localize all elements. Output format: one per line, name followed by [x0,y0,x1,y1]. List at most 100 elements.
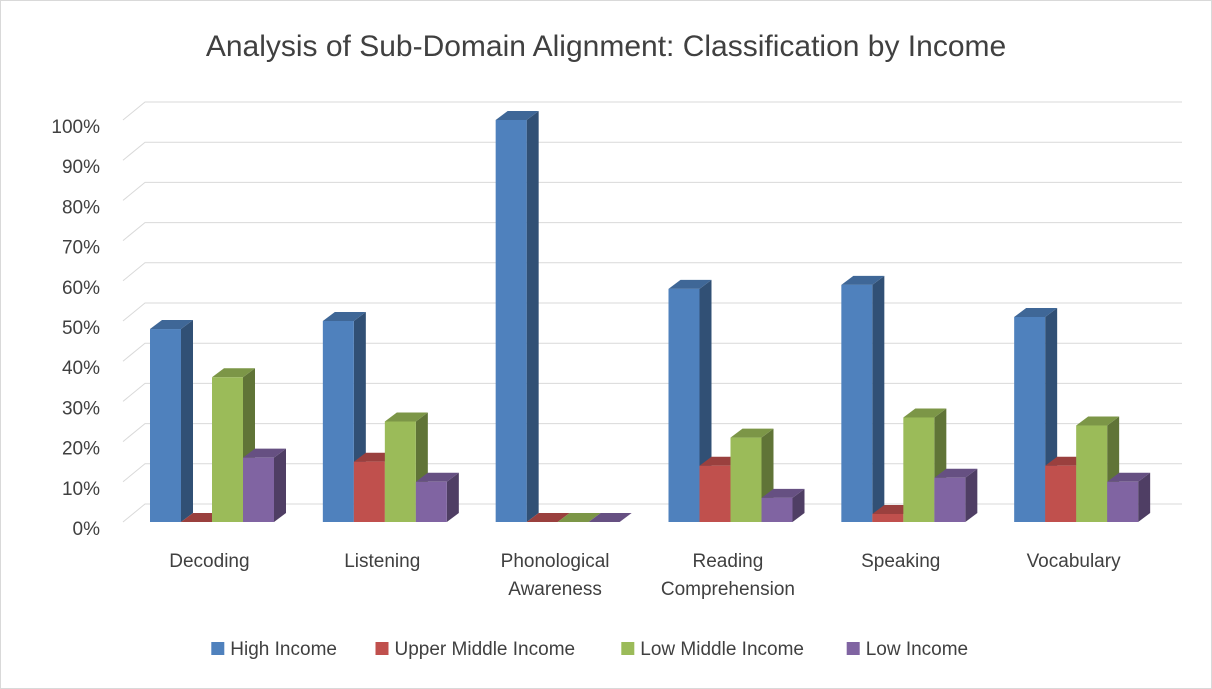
grid-line [122,222,1182,241]
bar-front [761,497,793,522]
bar-side [446,472,459,522]
bar-top [495,111,539,120]
y-tick-label: 60% [62,278,100,299]
bar-top [903,408,947,418]
bar-front [415,481,447,522]
bar [526,513,570,522]
bar-top [841,275,885,285]
bar-top [1107,472,1151,482]
x-tick-label: Listening [344,551,420,572]
y-tick-label: 50% [62,318,100,339]
y-tick-label: 20% [62,439,100,460]
bar-front [934,477,966,522]
y-tick-label: 10% [62,479,100,500]
legend-swatch [375,642,389,655]
bar-top [212,368,255,378]
bar-front [730,437,762,522]
y-tick-label: 70% [62,238,100,259]
grid-line [122,503,1182,523]
x-tick-label: Speaking [861,551,940,572]
bar-side [274,448,286,522]
bar-side [1138,472,1151,522]
bar-front [872,513,904,522]
y-tick-label: 40% [62,358,100,379]
legend-swatch [846,642,860,655]
bar-front [150,329,181,522]
grid-line [122,181,1182,201]
bar [1107,472,1151,522]
bar [588,513,632,522]
grid-line [122,262,1182,282]
bar-front [243,457,274,522]
bar-top [1076,416,1120,426]
grid-line [122,141,1182,161]
bar-top [730,428,774,438]
bar-top [588,513,632,522]
grid-line [122,463,1182,483]
bar [934,468,978,522]
bar-front [353,461,385,522]
bar-top [1014,307,1058,317]
bar-side [792,488,805,522]
bar-front [1107,481,1139,522]
bar [322,312,366,522]
bar [841,275,885,522]
grid-line [122,342,1182,362]
chart-title: Analysis of Sub-Domain Alignment: Classi… [206,30,1006,63]
legend-label: Low Income [866,639,968,660]
bar-top [557,513,601,522]
bar [1076,416,1120,522]
bar [415,472,459,522]
bar-top [415,472,459,482]
bar-front [1076,425,1108,522]
bar [730,428,774,522]
x-tick-label: Reading Comprehension [661,551,795,600]
bar-side [872,275,885,522]
y-tick-label: 30% [62,398,100,419]
legend-label: Low Middle Income [640,639,804,660]
y-tick-label: 90% [62,157,100,178]
bar-front [841,284,873,522]
grid-line [122,101,1182,121]
bar-top [384,412,428,422]
bar-side [181,320,193,522]
bar-side [965,468,978,522]
bar [761,488,805,522]
x-tick-label: Decoding [169,551,249,572]
bar-front [212,377,243,522]
bar-front [903,417,935,522]
y-tick-label: 100% [51,117,100,138]
y-tick-label: 80% [62,197,100,218]
bar-top [761,488,805,498]
grid-line [122,382,1182,402]
bar-top [668,279,712,289]
grid-line [122,423,1182,442]
legend-swatch [211,642,225,655]
legend-label: Upper Middle Income [395,639,576,660]
bar [1014,307,1058,522]
bar [557,513,601,522]
bar-side [526,111,539,522]
bar-top [150,320,193,330]
bar-front [384,421,416,522]
bar [243,448,286,522]
bar-front [699,465,731,522]
bar-front [1045,465,1077,522]
x-tick-label: Phonological Awareness [501,551,610,600]
bar [150,320,193,522]
bar-front [322,321,354,522]
x-tick-label: Vocabulary [1027,551,1122,572]
legend-swatch [621,642,635,655]
bar-top [243,448,286,458]
bar-front [668,288,700,522]
grid-line [122,302,1182,322]
bar-top [526,513,570,522]
bar-front [1014,316,1046,522]
bar-top [934,468,978,478]
legend-label: High Income [230,639,337,660]
bar-front [495,120,527,522]
bar [495,111,539,522]
bar-top [322,312,366,321]
